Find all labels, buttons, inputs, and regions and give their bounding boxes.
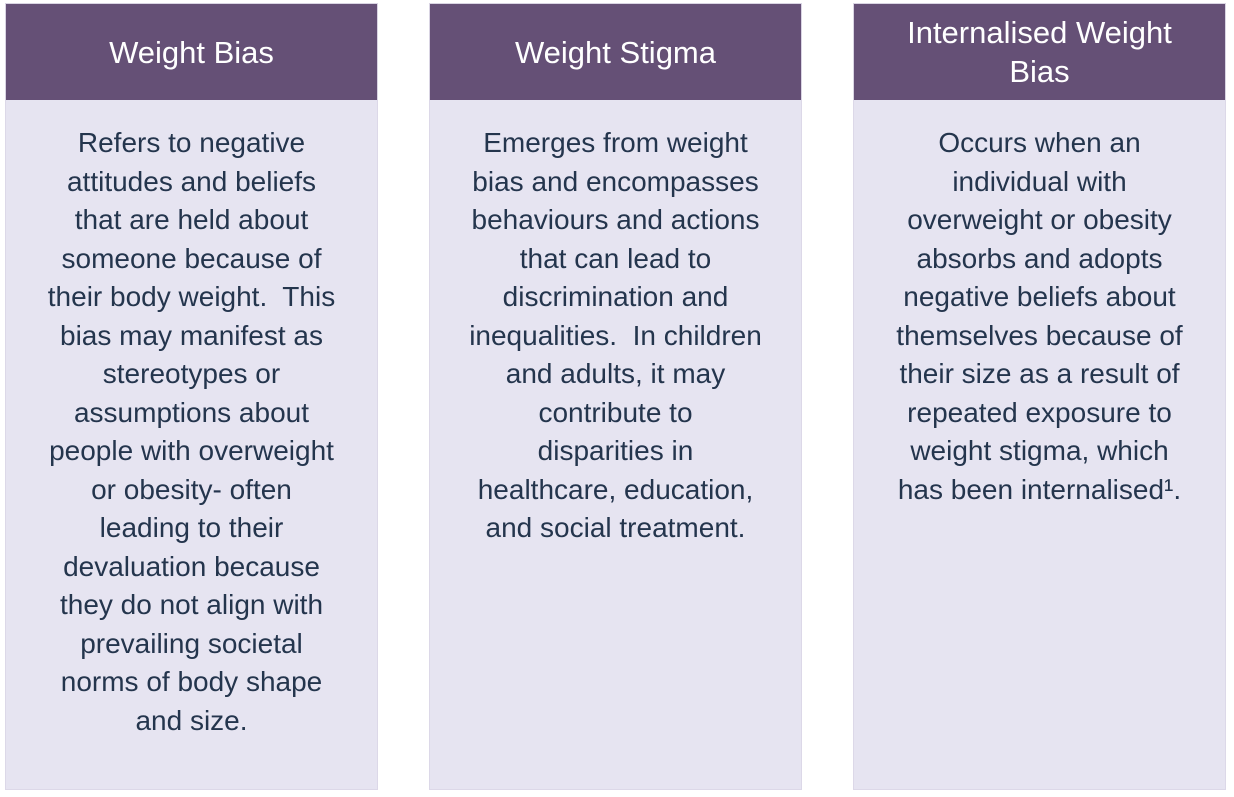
card-definition-internalised-weight-bias: Occurs when an individual with overweigh… <box>896 127 1183 505</box>
card-body-weight-bias: Refers to negative attitudes and beliefs… <box>5 100 378 790</box>
card-header-internalised-weight-bias: Internalised Weight Bias <box>853 3 1226 100</box>
card-definition-weight-bias: Refers to negative attitudes and beliefs… <box>47 127 336 736</box>
card-title-weight-stigma: Weight Stigma <box>514 34 716 70</box>
card-weight-bias: Weight Bias Refers to negative attitudes… <box>5 3 378 790</box>
card-body-weight-stigma: Emerges from weight bias and encompasses… <box>429 100 802 790</box>
card-title-internalised-weight-bias: Internalised Weight Bias <box>907 15 1172 89</box>
card-header-weight-bias: Weight Bias <box>5 3 378 100</box>
card-weight-stigma: Weight Stigma Emerges from weight bias a… <box>429 3 802 790</box>
card-definition-weight-stigma: Emerges from weight bias and encompasses… <box>469 127 762 543</box>
card-body-internalised-weight-bias: Occurs when an individual with overweigh… <box>853 100 1226 790</box>
card-internalised-weight-bias: Internalised Weight Bias Occurs when an … <box>853 3 1226 790</box>
card-header-weight-stigma: Weight Stigma <box>429 3 802 100</box>
card-title-weight-bias: Weight Bias <box>109 34 274 70</box>
